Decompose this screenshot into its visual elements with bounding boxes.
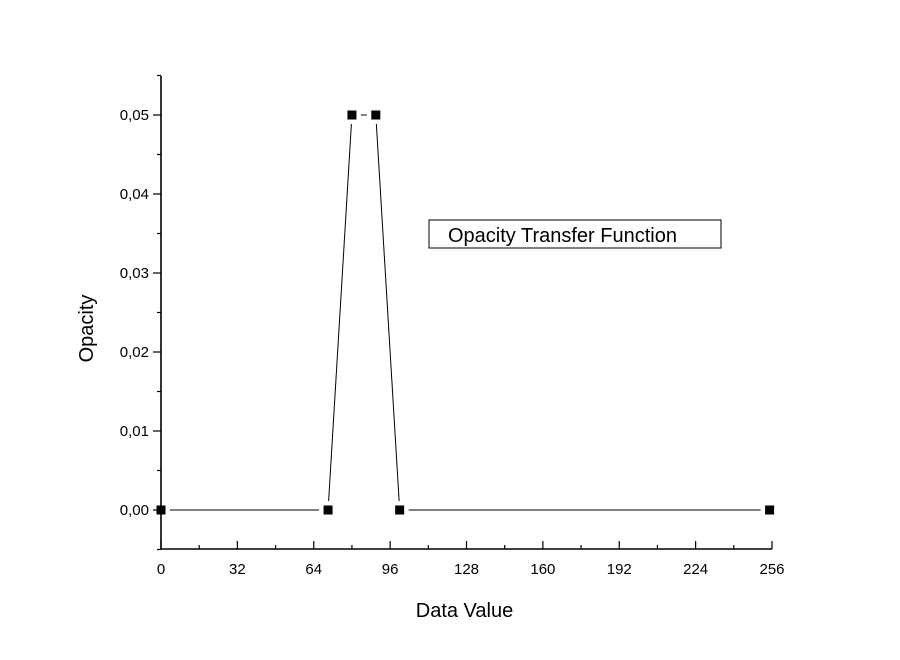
x-tick-label: 256 (759, 561, 784, 578)
series-line-segment (375, 123, 400, 502)
y-tick-label: 0,03 (120, 265, 149, 282)
series-group (156, 110, 775, 515)
data-point-marker (347, 110, 357, 120)
x-tick-label: 0 (157, 561, 165, 578)
tick-labels: 0 32 64 96 128 160 192 224 256 0,00 0,01 0,02 0,03 0,… (120, 107, 785, 578)
data-point-marker (395, 505, 405, 515)
x-tick-label: 96 (382, 561, 399, 578)
legend-entry: Opacity Transfer Function (448, 225, 677, 247)
x-tick-label: 32 (229, 561, 246, 578)
x-tick-label: 160 (530, 561, 555, 578)
legend-box (428, 219, 722, 249)
x-tick-label: 192 (607, 561, 632, 578)
x-axis-title: Data Value (416, 600, 513, 622)
y-tick-label: 0,02 (120, 344, 149, 361)
data-point-marker (765, 505, 775, 515)
data-point-marker (371, 110, 381, 120)
y-tick-label: 0,00 (120, 502, 149, 519)
y-tick-label: 0,04 (120, 186, 149, 203)
y-tick-label: 0,05 (120, 107, 149, 124)
legend: Opacity Transfer Function (428, 219, 722, 249)
data-point-marker (156, 505, 166, 515)
ticks (153, 74, 773, 551)
x-tick-label: 224 (683, 561, 708, 578)
y-axis-title: Opacity (76, 295, 98, 363)
x-tick-label: 64 (305, 561, 322, 578)
data-point-marker (323, 505, 333, 515)
series-line-segment (328, 123, 352, 502)
x-tick-label: 128 (454, 561, 479, 578)
axes (160, 76, 772, 550)
y-tick-label: 0,01 (120, 423, 149, 440)
